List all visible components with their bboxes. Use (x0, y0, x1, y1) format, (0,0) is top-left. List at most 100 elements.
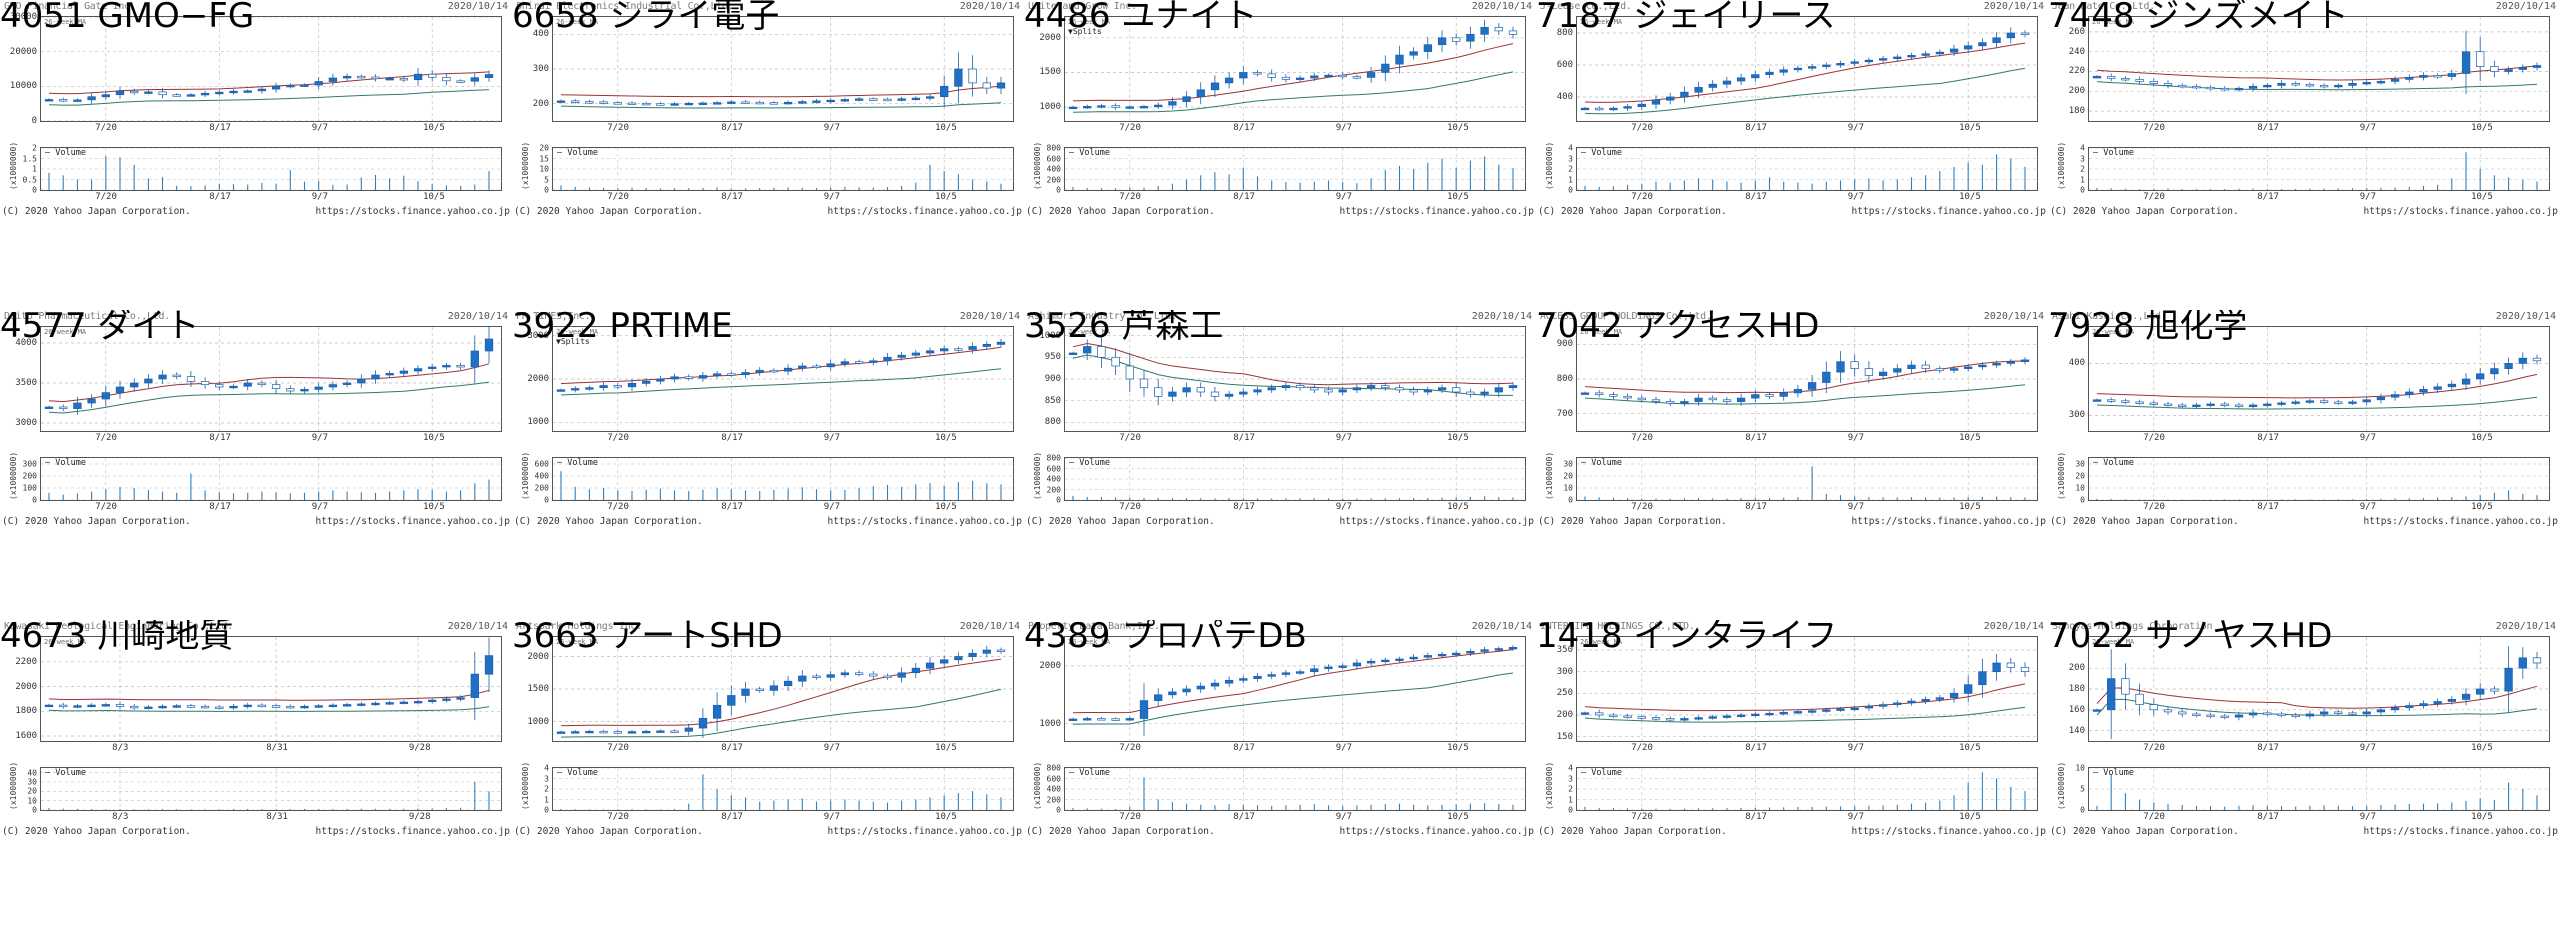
as-of-date: 2020/10/14 (1471, 311, 1532, 322)
y-tick-label: 1000 (527, 417, 549, 428)
moving-average-legend: 26-week MA (556, 18, 599, 26)
volume-x-axis: 7/20 8/17 9/7 10/5 (0, 502, 512, 514)
source-url[interactable]: https://stocks.finance.yahoo.co.jp (1339, 516, 1534, 527)
volume-panel: — Volume (2088, 457, 2550, 501)
x-tick-label: 10/5 (1959, 743, 1981, 753)
as-of-date: 2020/10/14 (447, 311, 508, 322)
company-name: Jean Mate Co.,Ltd. (2052, 1, 2155, 12)
stock-chart-cell: Sanoyas Holdings Corporation 2020/10/14 26… (2048, 620, 2560, 930)
y-tick-label: 600 (1046, 774, 1061, 783)
x-tick-label: 7/20 (2143, 812, 2165, 822)
volume-x-axis: 7/20 8/17 9/7 10/5 (1536, 812, 2048, 824)
x-tick-label: 7/20 (1119, 812, 1141, 822)
y-tick-label: 800 (1556, 374, 1573, 384)
y-tick-label: 3000 (527, 330, 549, 341)
company-name: Unite and Grow Inc. (1028, 1, 1137, 12)
y-tick-label: 240 (2068, 46, 2085, 57)
price-y-axis: 30000 20000 10000 0 (0, 12, 37, 126)
volume-unit-label: (x1000000) (9, 761, 18, 810)
x-tick-label: 9/7 (311, 433, 329, 443)
price-x-axis: 8/3 8/31 9/28 (0, 743, 512, 755)
x-tick-label: 7/20 (1631, 502, 1653, 512)
source-url[interactable]: https://stocks.finance.yahoo.co.jp (1339, 826, 1534, 837)
source-url[interactable]: https://stocks.finance.yahoo.co.jp (827, 826, 1022, 837)
price-y-axis: 350 300 250 200 150 (1536, 636, 1573, 742)
x-tick-label: 10/5 (1959, 433, 1981, 443)
volume-unit-label: (x1000000) (1033, 451, 1042, 500)
y-tick-label: 200 (1556, 710, 1573, 720)
y-tick-label: 10000 (9, 81, 37, 92)
y-tick-label: 0 (31, 116, 37, 126)
x-tick-label: 9/7 (2359, 812, 2377, 822)
volume-unit-label: (x1000000) (1033, 141, 1042, 190)
moving-average-legend: 26-week MA (44, 18, 87, 26)
company-name: Kawasaki Geological Engineering Co.,Ltd. (4, 621, 233, 632)
volume-panel: — Volume (2088, 767, 2550, 811)
moving-average-legend: 26-week MA (1580, 638, 1623, 646)
y-tick-label: 0 (2080, 185, 2085, 195)
price-panel: 26-week MA (40, 326, 502, 432)
x-tick-label: 8/17 (721, 123, 743, 133)
x-tick-label: 10/5 (423, 192, 445, 202)
company-name: GMO Financial Gate Inc. (4, 1, 136, 12)
x-tick-label: 8/17 (1745, 433, 1767, 443)
y-tick-label: 850 (1044, 395, 1061, 406)
x-tick-label: 8/17 (1745, 743, 1767, 753)
x-tick-label: 9/7 (823, 502, 841, 512)
y-tick-label: 700 (1556, 408, 1573, 419)
y-tick-label: 1 (544, 795, 549, 804)
x-tick-label: 9/7 (311, 123, 329, 133)
x-tick-label: 10/5 (935, 502, 957, 512)
volume-x-axis: 7/20 8/17 9/7 10/5 (1024, 812, 1536, 824)
price-panel: 26-week MA (2088, 16, 2550, 122)
source-url[interactable]: https://stocks.finance.yahoo.co.jp (827, 516, 1022, 527)
moving-average-legend: 26-week MA (2092, 328, 2135, 336)
copyright-text: (C) 2020 Yahoo Japan Corporation. (2050, 826, 2239, 837)
y-tick-label: 10 (27, 796, 37, 806)
source-url[interactable]: https://stocks.finance.yahoo.co.jp (1339, 206, 1534, 217)
source-url[interactable]: https://stocks.finance.yahoo.co.jp (1851, 516, 2046, 527)
as-of-date: 2020/10/14 (2495, 621, 2556, 632)
y-tick-label: 300 (1556, 666, 1573, 677)
company-name: PR TIMES,Inc. (516, 311, 591, 322)
price-x-axis: 7/20 8/17 9/7 10/5 (512, 433, 1024, 445)
volume-x-axis: 7/20 8/17 9/7 10/5 (512, 192, 1024, 204)
source-url[interactable]: https://stocks.finance.yahoo.co.jp (1851, 826, 2046, 837)
y-tick-label: 4000 (15, 338, 37, 348)
source-url[interactable]: https://stocks.finance.yahoo.co.jp (2363, 516, 2558, 527)
price-panel: 26-week MA (1576, 16, 2038, 122)
y-tick-label: 10 (1563, 483, 1573, 493)
source-url[interactable]: https://stocks.finance.yahoo.co.jp (315, 516, 510, 527)
y-tick-label: 2000 (527, 651, 549, 662)
price-y-axis: 200 180 160 140 (2048, 636, 2085, 742)
stock-chart-cell: Kawasaki Geological Engineering Co.,Ltd.… (0, 620, 512, 930)
y-tick-label: 200 (1046, 175, 1061, 184)
y-tick-label: 200 (532, 98, 549, 109)
y-tick-label: 1000 (1039, 330, 1061, 341)
price-panel: 26-week MA ▼Splits (552, 326, 1014, 432)
y-tick-label: 0 (2080, 495, 2085, 505)
source-url[interactable]: https://stocks.finance.yahoo.co.jp (2363, 206, 2558, 217)
source-url[interactable]: https://stocks.finance.yahoo.co.jp (827, 206, 1022, 217)
x-tick-label: 9/7 (823, 433, 841, 443)
x-tick-label: 10/5 (2471, 502, 2493, 512)
x-tick-label: 10/5 (2471, 433, 2493, 443)
volume-panel: — Volume (552, 147, 1014, 191)
y-tick-label: 1600 (15, 731, 37, 742)
y-tick-label: 400 (1556, 92, 1573, 102)
source-url[interactable]: https://stocks.finance.yahoo.co.jp (315, 206, 510, 217)
price-y-axis: 2000 1500 1000 (512, 636, 549, 742)
company-name: ACCESS GROUP HOLDINGS Co.,Ltd. (1540, 311, 1712, 322)
as-of-date: 2020/10/14 (959, 311, 1020, 322)
source-url[interactable]: https://stocks.finance.yahoo.co.jp (2363, 826, 2558, 837)
as-of-date: 2020/10/14 (1471, 621, 1532, 632)
source-url[interactable]: https://stocks.finance.yahoo.co.jp (1851, 206, 2046, 217)
y-tick-label: 0 (32, 495, 37, 505)
x-tick-label: 7/20 (607, 123, 629, 133)
y-tick-label: 180 (2068, 684, 2085, 694)
source-url[interactable]: https://stocks.finance.yahoo.co.jp (315, 826, 510, 837)
y-tick-label: 400 (1046, 474, 1061, 484)
stock-chart-cell: Asahi Kasei Co.,Ltd. 2020/10/14 26-week MA… (2048, 310, 2560, 620)
x-tick-label: 8/17 (2257, 433, 2279, 443)
x-tick-label: 9/7 (1847, 192, 1865, 202)
